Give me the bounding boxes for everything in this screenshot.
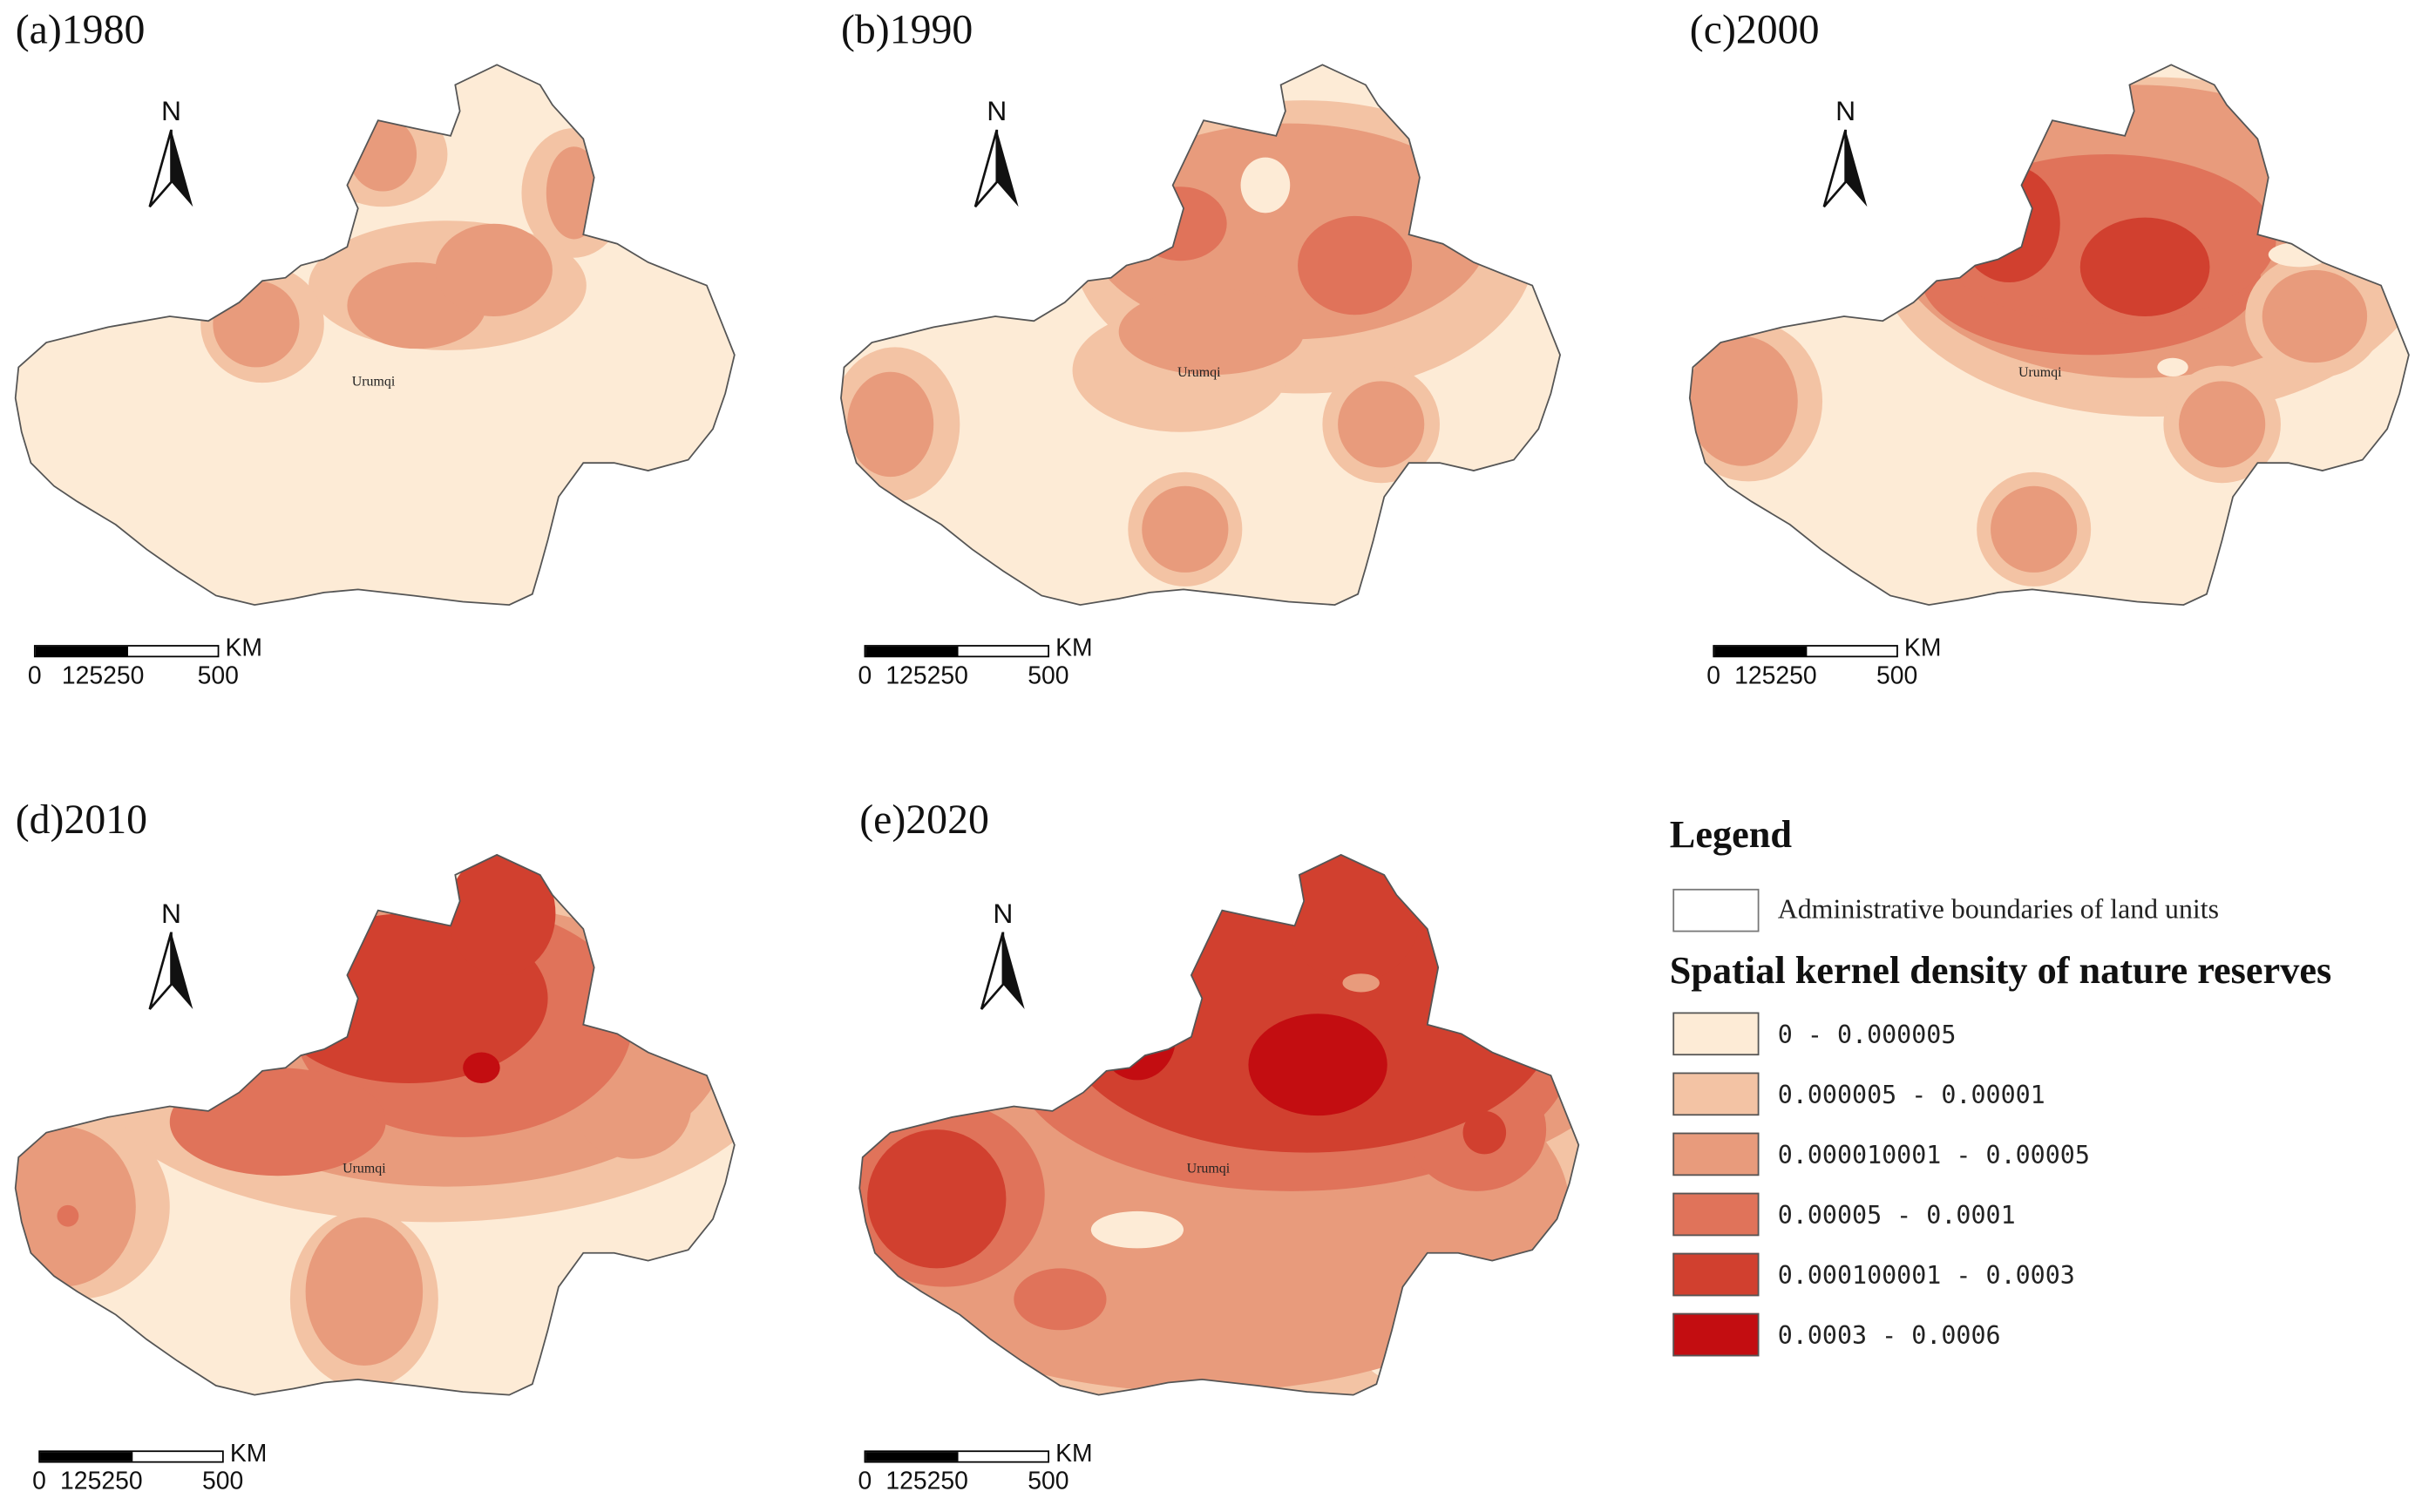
legend-swatch bbox=[1672, 1192, 1760, 1237]
north-arrow-icon bbox=[980, 932, 1025, 1010]
north-arrow: N bbox=[148, 898, 194, 1012]
north-arrow: N bbox=[148, 96, 194, 210]
map-panel-1990: (b)1990 N Urumqi KM 0 125250 500 bbox=[825, 0, 1628, 709]
density-map-1980 bbox=[14, 64, 736, 606]
panel-title: (e)2020 bbox=[859, 796, 989, 843]
legend-class-label: 0.00005 - 0.0001 bbox=[1777, 1200, 2016, 1231]
legend-swatch bbox=[1672, 1072, 1760, 1116]
legend-class-label: 0.000010001 - 0.00005 bbox=[1777, 1140, 2090, 1170]
density-map-2020 bbox=[858, 853, 1580, 1396]
north-arrow: N bbox=[973, 96, 1020, 210]
panel-title: (a)1980 bbox=[15, 6, 146, 53]
city-label-urumqi: Urumqi bbox=[1186, 1160, 1231, 1176]
density-map-1990 bbox=[840, 64, 1562, 606]
north-arrow: N bbox=[980, 898, 1026, 1012]
city-label-urumqi: Urumqi bbox=[351, 373, 396, 390]
legend-class-label: 0 - 0.000005 bbox=[1777, 1020, 1957, 1050]
legend-class-label: 0.000005 - 0.00001 bbox=[1777, 1080, 2045, 1110]
north-arrow-icon bbox=[148, 129, 193, 208]
legend-swatch bbox=[1672, 1012, 1760, 1056]
scale-bar: KM 0 125250 500 bbox=[858, 1441, 1093, 1495]
legend-class-label: 0.000100001 - 0.0003 bbox=[1777, 1260, 2075, 1291]
map-panel-2010: (d)2010 N Urumqi KM 0 125250 500 bbox=[0, 790, 803, 1500]
city-label-urumqi: Urumqi bbox=[343, 1160, 386, 1176]
city-label-urumqi: Urumqi bbox=[1177, 363, 1221, 380]
density-map-2000 bbox=[1688, 64, 2410, 606]
legend-swatch bbox=[1672, 1252, 1760, 1297]
legend-swatch bbox=[1672, 1312, 1760, 1357]
panel-title: (b)1990 bbox=[840, 6, 973, 53]
scale-bar: KM 0 125250 500 bbox=[27, 635, 263, 690]
map-panel-2020: (e)2020 N Urumqi KM 0 125250 500 bbox=[845, 790, 1647, 1500]
city-label-urumqi: Urumqi bbox=[2018, 363, 2062, 380]
scale-bar: KM 0 125250 500 bbox=[32, 1441, 268, 1495]
scale-bar: KM 0 125250 500 bbox=[1706, 635, 1942, 690]
map-panel-2000: (c)2000 N Urumqi KM 0 125250 500 bbox=[1674, 0, 2415, 709]
legend-density-title: Spatial kernel density of nature reserve… bbox=[1669, 950, 2332, 993]
north-arrow: N bbox=[1822, 96, 1869, 210]
boundary-swatch bbox=[1672, 888, 1760, 932]
density-map-2010 bbox=[14, 853, 736, 1396]
legend-class-label: 0.0003 - 0.0006 bbox=[1777, 1320, 2001, 1351]
legend-swatch bbox=[1672, 1132, 1760, 1176]
map-panel-1980: (a)1980 N Urumqi KM 0 125250 500 bbox=[0, 0, 803, 709]
legend: Legend Administrative boundaries of land… bbox=[1670, 815, 2395, 1370]
scale-bar: KM 0 125250 500 bbox=[858, 635, 1093, 690]
north-arrow-icon bbox=[1822, 129, 1868, 208]
panel-title: (d)2010 bbox=[15, 796, 148, 843]
north-arrow-icon bbox=[148, 932, 193, 1010]
legend-boundary-label: Administrative boundaries of land units bbox=[1777, 893, 2220, 925]
panel-title: (c)2000 bbox=[1689, 6, 1820, 53]
north-arrow-icon bbox=[973, 129, 1019, 208]
legend-title: Legend bbox=[1669, 814, 1792, 857]
